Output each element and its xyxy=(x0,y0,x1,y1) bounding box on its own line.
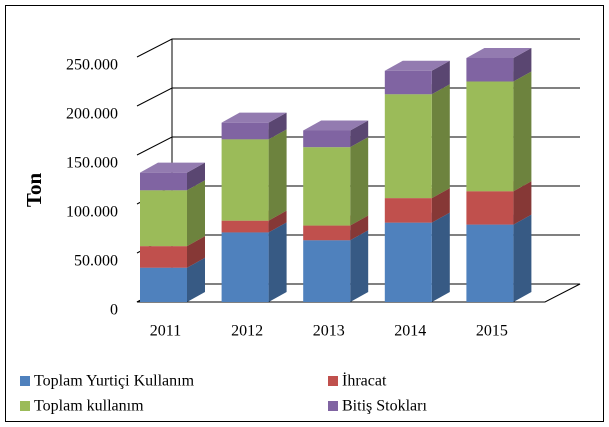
bar xyxy=(221,122,269,140)
x-tick-label: 2015 xyxy=(476,323,508,340)
bar xyxy=(384,70,432,95)
bar xyxy=(466,191,514,225)
bar-side xyxy=(431,212,450,302)
legend-label: Bitiş Stokları xyxy=(342,398,427,415)
bar-top xyxy=(384,60,450,71)
legend-swatch xyxy=(20,376,30,386)
bar xyxy=(303,240,351,302)
bar xyxy=(221,220,269,233)
bar-side xyxy=(268,222,287,302)
bar xyxy=(303,130,351,148)
bar xyxy=(303,225,351,241)
bar-side xyxy=(513,214,532,302)
bar-side xyxy=(431,60,450,95)
bar-side xyxy=(431,84,450,199)
bar-side xyxy=(350,120,369,148)
bar-side xyxy=(268,112,287,140)
bar-side xyxy=(350,215,369,241)
y-tick-label: 50.000 xyxy=(74,253,118,270)
bar-side xyxy=(187,257,205,302)
bar xyxy=(221,232,269,302)
y-tick-label: 0 xyxy=(110,302,118,319)
x-tick-label: 2014 xyxy=(394,323,426,340)
y-tick-label: 200.000 xyxy=(66,106,118,123)
bar-side xyxy=(350,137,369,226)
legend-label: İhracat xyxy=(342,372,387,390)
legend-swatch xyxy=(328,376,338,386)
x-tick-label: 2012 xyxy=(231,323,263,340)
bar-side xyxy=(187,162,205,191)
bar xyxy=(140,190,187,247)
x-tick-label: 2011 xyxy=(150,323,181,340)
bar-side xyxy=(513,181,532,225)
bar-side xyxy=(513,47,532,82)
legend-swatch xyxy=(328,401,338,411)
bar xyxy=(466,81,514,192)
bar-top xyxy=(140,162,205,173)
bar-top xyxy=(303,120,369,131)
bar-side xyxy=(187,236,205,268)
y-tick-label: 150.000 xyxy=(66,155,118,172)
bar xyxy=(140,267,187,302)
bar-top xyxy=(466,47,532,58)
bar-side xyxy=(431,188,450,223)
bar-side xyxy=(268,210,287,233)
y-tick-label: 100.000 xyxy=(66,204,118,221)
bar xyxy=(384,198,432,223)
bar xyxy=(466,224,514,302)
bar xyxy=(384,222,432,302)
bar xyxy=(466,57,514,82)
bar-side xyxy=(187,180,205,247)
legend-label: Toplam kullanım xyxy=(34,398,144,415)
legend-label: Toplam Yurtiçi Kullanım xyxy=(34,373,195,390)
bar-top xyxy=(221,112,287,123)
y-tick-label: 250.000 xyxy=(66,57,118,74)
bar-side xyxy=(268,129,287,221)
bar-side xyxy=(350,230,369,302)
bar-side xyxy=(513,71,532,192)
bar xyxy=(384,94,432,199)
bar xyxy=(140,172,187,191)
legend-swatch xyxy=(20,401,30,411)
grid-line xyxy=(136,38,580,58)
x-tick-label: 2013 xyxy=(313,323,345,340)
bar xyxy=(140,246,187,268)
bar xyxy=(303,147,351,226)
y-axis-label: Ton xyxy=(22,173,46,208)
bar xyxy=(221,139,269,221)
